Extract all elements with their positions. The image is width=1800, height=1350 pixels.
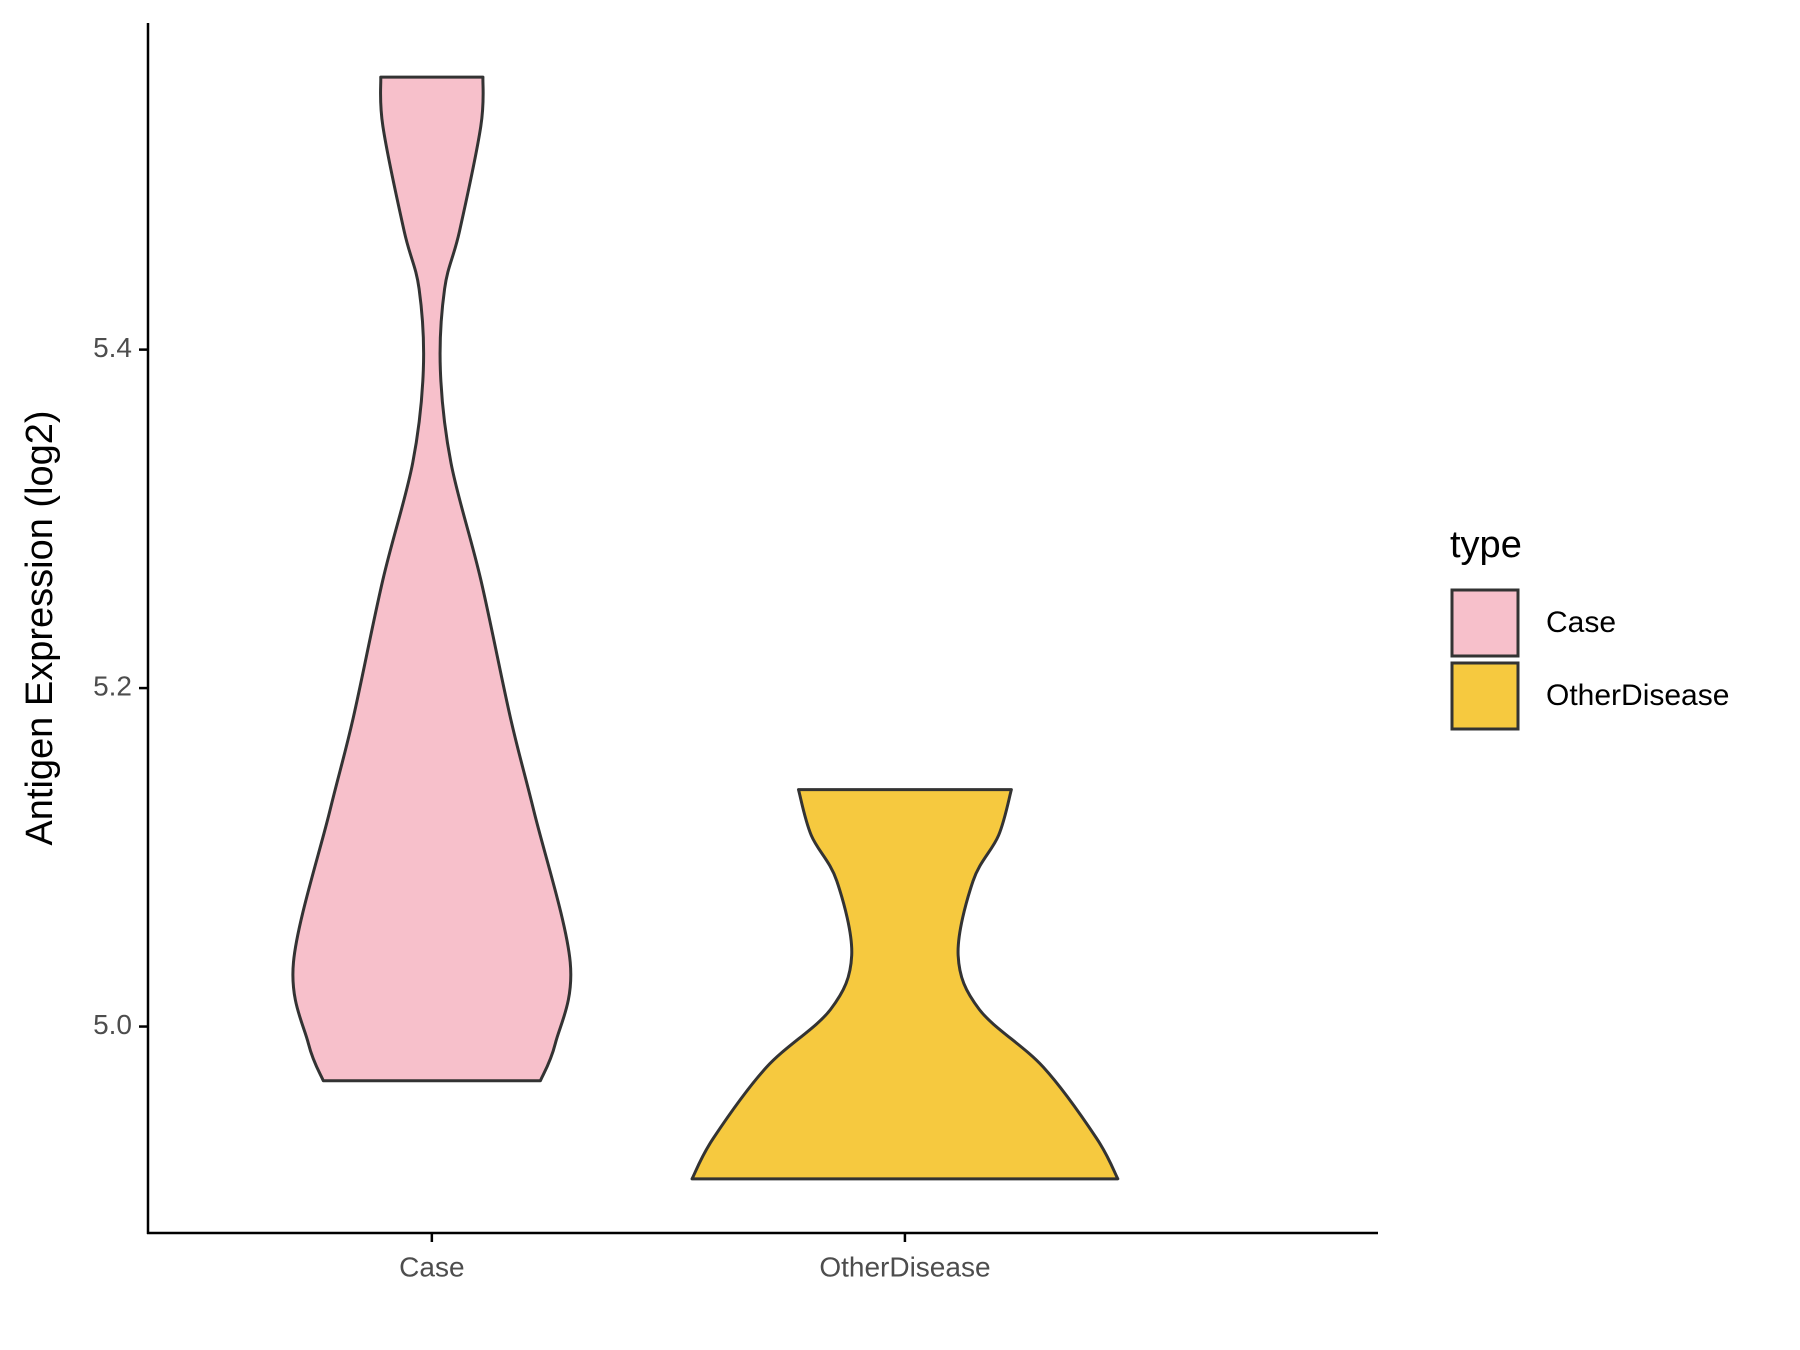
y-tick-label: 5.2 — [93, 670, 132, 701]
legend-label: Case — [1546, 606, 1616, 639]
x-tick-label: OtherDisease — [819, 1251, 990, 1282]
legend-title: type — [1450, 524, 1522, 566]
x-tick-label: Case — [399, 1251, 464, 1282]
legend-key — [1450, 588, 1520, 658]
y-tick-label: 5.0 — [93, 1009, 132, 1040]
legend-key — [1450, 661, 1520, 731]
legend-label: OtherDisease — [1546, 679, 1729, 712]
violin — [690, 788, 1120, 1181]
y-tick-label: 5.4 — [93, 332, 132, 363]
y-axis-title: Antigen Expression (log2) — [19, 410, 61, 845]
violin — [291, 75, 573, 1083]
